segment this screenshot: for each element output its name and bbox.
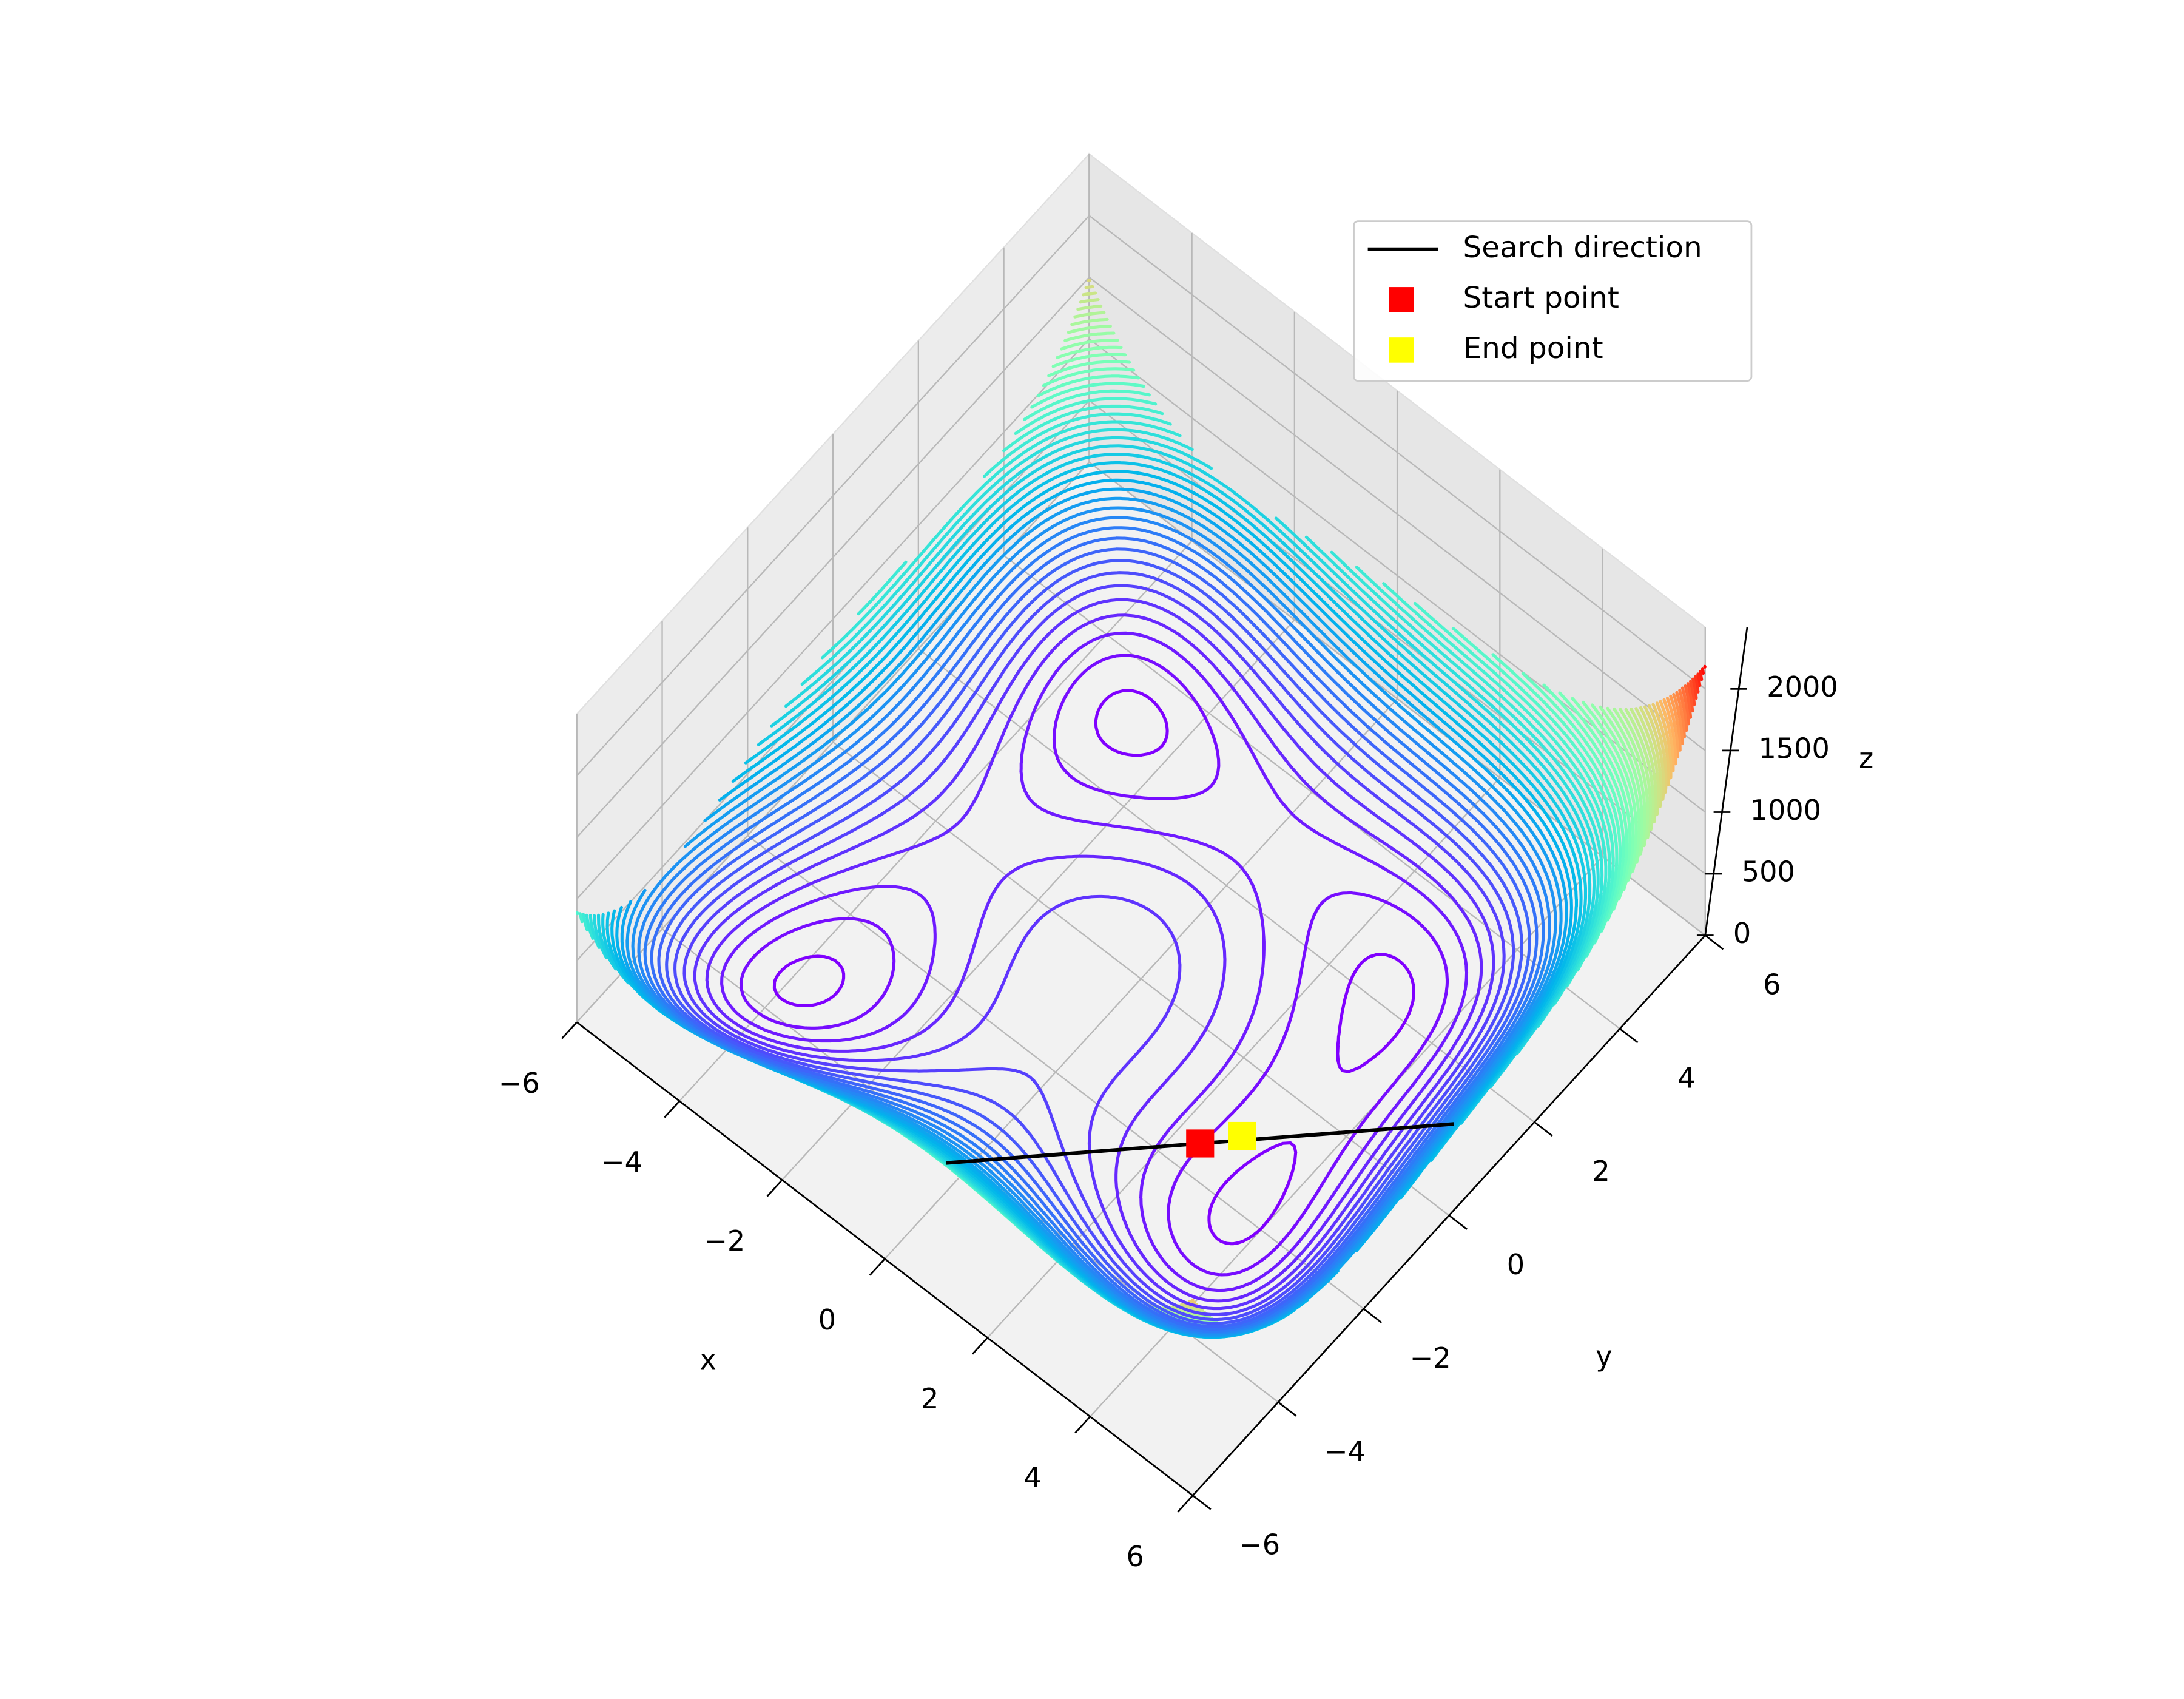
y-tick-label: 2 bbox=[1592, 1155, 1610, 1187]
x-tick-label: −6 bbox=[499, 1067, 540, 1099]
contour-line bbox=[1665, 697, 1680, 759]
legend-marker bbox=[1389, 287, 1414, 312]
contour-line bbox=[1696, 672, 1702, 687]
x-tick-label: −2 bbox=[704, 1224, 745, 1257]
z-tick-label: 0 bbox=[1733, 917, 1751, 950]
contour-line bbox=[705, 613, 1483, 1303]
y-tick-label: 6 bbox=[1763, 968, 1781, 1001]
contour-line bbox=[1700, 667, 1705, 675]
contour-line bbox=[772, 689, 1415, 1246]
x-tick-label: 0 bbox=[818, 1303, 836, 1336]
contour-line bbox=[1084, 285, 1663, 1311]
grid-line bbox=[918, 648, 1535, 1123]
x-tick-label: −4 bbox=[601, 1146, 642, 1178]
x-tick bbox=[664, 1100, 681, 1118]
x-tick bbox=[869, 1258, 886, 1276]
z-tick-label: 500 bbox=[1742, 856, 1795, 888]
contour-line bbox=[682, 584, 1506, 1317]
y-tick bbox=[1192, 1495, 1212, 1510]
legend-box bbox=[1353, 220, 1753, 382]
x-tick bbox=[1074, 1416, 1091, 1434]
contour-line bbox=[665, 559, 1523, 1325]
contours bbox=[575, 279, 1707, 1339]
y-tick bbox=[1619, 1028, 1639, 1044]
point-marker bbox=[1228, 1121, 1256, 1150]
grid-line bbox=[832, 741, 1450, 1216]
contour-line bbox=[1669, 694, 1682, 752]
y-tick bbox=[1448, 1214, 1468, 1230]
contour-line bbox=[657, 547, 1531, 1328]
legend-label: Search direction bbox=[1463, 231, 1702, 265]
legend: Search direction Start point End point bbox=[1353, 220, 1753, 382]
x-tick bbox=[1177, 1495, 1194, 1513]
y-tick bbox=[1704, 934, 1724, 950]
contour-line bbox=[1699, 670, 1704, 681]
y-tick-label: −6 bbox=[1239, 1528, 1280, 1561]
z-axis bbox=[1704, 627, 1748, 936]
marks bbox=[946, 1121, 1454, 1165]
legend-label: End point bbox=[1463, 331, 1603, 365]
x-tick-label: 6 bbox=[1126, 1540, 1144, 1573]
contour-line bbox=[1187, 703, 1670, 1304]
contour-line bbox=[1191, 701, 1673, 1302]
contour-line bbox=[1678, 689, 1688, 732]
contour-line bbox=[1686, 682, 1694, 713]
legend-marker bbox=[1389, 337, 1414, 363]
y-tick-label: 0 bbox=[1507, 1248, 1525, 1281]
x-axis-label: x bbox=[699, 1343, 716, 1376]
grid bbox=[576, 154, 1706, 1496]
contour-line bbox=[650, 536, 1539, 1331]
grid-line bbox=[1088, 338, 1706, 813]
y-axis-label: y bbox=[1596, 1340, 1612, 1373]
contour-line bbox=[673, 571, 1515, 1322]
y-tick-label: −2 bbox=[1410, 1342, 1451, 1374]
contour-line bbox=[693, 598, 1495, 1311]
contour-line bbox=[1684, 684, 1693, 719]
y-tick bbox=[1278, 1401, 1297, 1417]
contour-line bbox=[1087, 279, 1665, 1309]
grid-line bbox=[576, 338, 1090, 900]
y-tick-label: −4 bbox=[1324, 1435, 1366, 1468]
z-tick-label: 1500 bbox=[1758, 732, 1829, 765]
grid-line bbox=[1088, 277, 1706, 751]
point-marker bbox=[1186, 1129, 1215, 1158]
grid-line bbox=[576, 277, 1090, 838]
contour-line bbox=[1659, 700, 1675, 772]
x-tick-label: 2 bbox=[921, 1382, 939, 1415]
x-tick-label: 4 bbox=[1023, 1461, 1041, 1494]
z-tick-label: 2000 bbox=[1767, 670, 1838, 703]
grid-line bbox=[1088, 215, 1706, 690]
contour-line bbox=[1082, 291, 1660, 1312]
contour-line bbox=[1675, 691, 1686, 739]
contour-line bbox=[1076, 304, 1655, 1317]
contour-line bbox=[1662, 698, 1677, 766]
grid-line bbox=[576, 215, 1090, 777]
legend-label: Start point bbox=[1463, 281, 1619, 315]
contour-line bbox=[1694, 675, 1700, 694]
axes: −6 −4 −2 0 2 4 6 −6 −4 −2 0 2 4 6 x y 0 500 1000 1500 2000 z bbox=[499, 627, 1873, 1573]
contour-line bbox=[720, 631, 1469, 1292]
y-tick bbox=[1363, 1308, 1383, 1323]
y-tick bbox=[1534, 1121, 1553, 1137]
z-tick-label: 1000 bbox=[1750, 794, 1821, 826]
contour-line bbox=[1680, 686, 1690, 726]
z-axis-label: z bbox=[1859, 742, 1873, 775]
contour-line bbox=[1672, 692, 1684, 745]
x-tick bbox=[561, 1021, 578, 1039]
x-tick bbox=[972, 1337, 988, 1355]
y-tick-label: 4 bbox=[1677, 1061, 1695, 1094]
x-tick bbox=[766, 1179, 783, 1197]
contour-line bbox=[1691, 677, 1698, 700]
contour-line bbox=[1689, 680, 1696, 706]
contour-line bbox=[739, 654, 1449, 1277]
